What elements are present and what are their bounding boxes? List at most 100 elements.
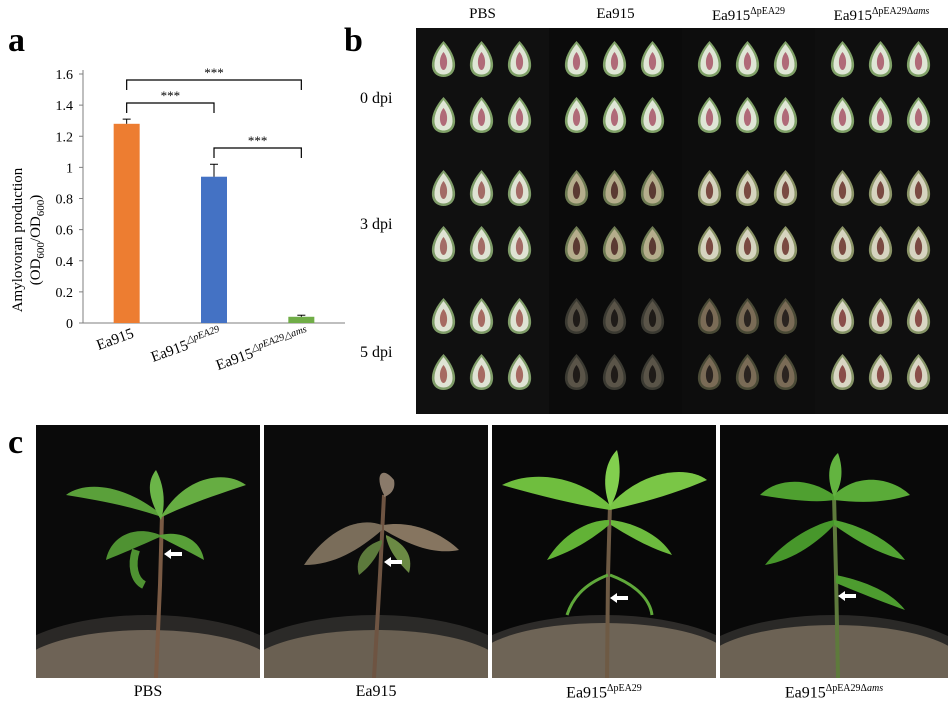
pear-slice (507, 354, 532, 391)
fruit-photo-cell (549, 285, 682, 414)
y-tick-label: 0.4 (56, 255, 74, 270)
pear-slice (469, 97, 494, 133)
seedling-photo-pbs (36, 425, 260, 678)
pear-slice (602, 225, 627, 262)
pear-slice (868, 225, 893, 262)
pear-slice (640, 298, 665, 335)
pear-slice (906, 225, 931, 262)
y-axis-title: Amylovoran production (OD600/OD600) (10, 167, 47, 312)
fruit-photo-cell (682, 156, 815, 286)
pear-slice (469, 298, 494, 335)
y-tick-label: 1.6 (56, 68, 74, 83)
pear-slice (564, 354, 589, 391)
caption-ea915: Ea915 (355, 683, 397, 700)
row-label-5-dpi: 5 dpi (360, 344, 393, 361)
fruit-photo-cell (416, 285, 549, 414)
pear-slice (868, 41, 893, 77)
fruit-photo-cell (815, 28, 948, 157)
y-axis-title-line1: Amylovoran production (10, 167, 26, 312)
pear-slice (564, 41, 589, 77)
bar (288, 316, 315, 323)
seedling-ea915-dpea29-illustration (492, 450, 716, 678)
y-tick-label: 1.2 (56, 130, 74, 145)
y-tick-label: 0.6 (56, 224, 74, 239)
caption-ea915-dpea29-dams: Ea915ΔpEA29Δams (784, 683, 884, 702)
pear-slice (868, 97, 893, 133)
pear-slice (640, 97, 665, 133)
pear-slice (564, 97, 589, 133)
pear-slice (469, 354, 494, 391)
pear-slice (773, 41, 798, 77)
x-tick-label: Ea915 (95, 326, 136, 354)
column-header-pbs: PBS (469, 6, 496, 22)
y-axis-title-line2: (OD600/OD600) (28, 195, 47, 286)
pear-fruit-photo-grid (416, 28, 948, 414)
pear-slice (431, 225, 456, 262)
pear-slice (830, 354, 855, 391)
fruit-photo-cell (549, 156, 682, 286)
pear-slice (507, 169, 532, 206)
seedling-photo-ea915-dpea29 (492, 425, 716, 678)
pear-slice (868, 354, 893, 391)
pear-slice (507, 97, 532, 133)
pear-slice (868, 169, 893, 206)
fruit-photo-cell (682, 285, 815, 414)
arrow-icon (838, 591, 856, 601)
pear-slice (507, 41, 532, 77)
pear-slice (640, 354, 665, 391)
seedling-ea915-illustration (264, 472, 488, 678)
bars (113, 118, 315, 323)
pear-slice (697, 97, 722, 133)
row-label-3-dpi: 3 dpi (360, 216, 393, 233)
pear-slice (906, 169, 931, 206)
caption-ea915-dpea29: Ea915ΔpEA29 (566, 683, 642, 702)
y-tick-label: 0 (66, 317, 73, 332)
pear-slice (564, 169, 589, 206)
pear-slice (697, 169, 722, 206)
significance-label: *** (248, 133, 268, 148)
pear-slice (431, 41, 456, 77)
significance-bracket (213, 147, 302, 158)
pear-slice (602, 97, 627, 133)
significance-bracket (126, 102, 215, 113)
pear-slice (773, 225, 798, 262)
y-tick-label: 0.2 (56, 286, 74, 301)
y-tick-label: 1.4 (56, 99, 74, 114)
pear-slice (735, 225, 760, 262)
pear-slice (773, 298, 798, 335)
significance-label: *** (204, 65, 224, 80)
pear-slice (906, 298, 931, 335)
y-axis: 0 0.2 0.4 0.6 0.8 1 1.2 1.4 1.6 (56, 68, 345, 332)
pear-slice (697, 225, 722, 262)
fruit-photo-cell (682, 28, 815, 157)
pear-slice (697, 354, 722, 391)
pear-slice (830, 225, 855, 262)
significance-bracket (126, 79, 302, 90)
bar (113, 123, 140, 323)
pear-slice (602, 298, 627, 335)
y-tick-label: 0.8 (56, 193, 74, 208)
pear-slice (773, 354, 798, 391)
pear-slice (830, 298, 855, 335)
pear-slice (773, 169, 798, 206)
panel-b-label: b (344, 22, 363, 59)
column-header-ea915-dpea29-dams: Ea915ΔpEA29Δams (833, 6, 930, 24)
amylovoran-bar-chart: 00.20.40.60.811.21.41.6 ********* Ea915 E… (10, 65, 345, 374)
fruit-photo-cell (815, 156, 948, 286)
y-tick-label: 1 (66, 161, 73, 176)
pear-slice (507, 225, 532, 262)
pear-slice (735, 97, 760, 133)
pear-slice (564, 298, 589, 335)
seedling-photo-ea915-dpea29-dams (720, 425, 948, 678)
pear-slice (735, 354, 760, 391)
pear-slice (431, 169, 456, 206)
pear-slice (735, 298, 760, 335)
fruit-photo-cell (549, 28, 682, 157)
pear-slice (602, 41, 627, 77)
pear-slice (830, 41, 855, 77)
significance-brackets: *** *** *** (126, 65, 302, 158)
pear-slice (469, 169, 494, 206)
column-header-ea915-dpea29: Ea915ΔpEA29 (711, 6, 786, 24)
pear-slice (773, 97, 798, 133)
pear-slice (830, 169, 855, 206)
